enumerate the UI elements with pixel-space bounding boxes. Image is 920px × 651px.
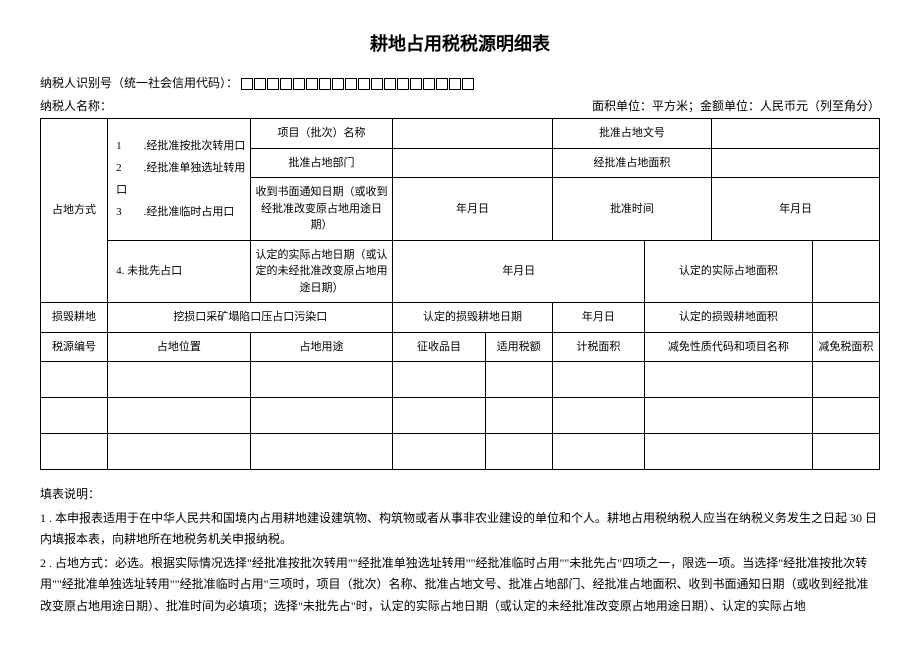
id-box — [462, 78, 474, 90]
approval-doc-label: 批准占地文号 — [552, 119, 711, 149]
id-box — [449, 78, 461, 90]
actual-date-label: 认定的实际占地日期（或认定的未经批准改变原占地用途日期） — [250, 240, 393, 303]
cell — [552, 362, 644, 398]
id-box — [280, 78, 292, 90]
notice-date-value: 年月日 — [393, 178, 552, 241]
damage-area-value — [812, 303, 879, 333]
cell — [485, 398, 552, 434]
id-box — [384, 78, 396, 90]
cell — [393, 398, 485, 434]
taxpayer-id-label: 纳税人识别号（统一社会信用代码）： — [40, 76, 238, 90]
damage-date-value: 年月日 — [552, 303, 644, 333]
id-box — [306, 78, 318, 90]
cell — [645, 434, 813, 470]
option-4: 4. 未批先占口 — [108, 240, 251, 303]
proj-name-value — [393, 119, 552, 149]
id-box — [241, 78, 253, 90]
id-box — [436, 78, 448, 90]
id-box — [254, 78, 266, 90]
cell — [645, 362, 813, 398]
options-123: 1 .经批准按批次转用口 2 .经批准单独选址转用口 3 .经批准临时占用口 — [108, 119, 251, 241]
notes-heading: 填表说明： — [40, 484, 880, 506]
col-rate: 适用税额 — [485, 332, 552, 362]
cell — [393, 362, 485, 398]
table-row — [41, 362, 880, 398]
cell — [41, 398, 108, 434]
col-calc-area: 计税面积 — [552, 332, 644, 362]
cell — [250, 362, 393, 398]
cell — [552, 434, 644, 470]
cell — [250, 398, 393, 434]
id-box — [267, 78, 279, 90]
damage-opts: 挖损口采矿塌陷口压占口污染口 — [108, 303, 393, 333]
table-row — [41, 398, 880, 434]
notice-date-label: 收到书面通知日期（或收到经批准改变原占地用途日期） — [250, 178, 393, 241]
page-title: 耕地占用税税源明细表 — [40, 30, 880, 56]
damage-area-label: 认定的损毁耕地面积 — [645, 303, 813, 333]
cell — [812, 362, 879, 398]
approval-dept-label: 批准占地部门 — [250, 148, 393, 178]
approval-time-label: 批准时间 — [552, 178, 711, 241]
actual-date-value: 年月日 — [393, 240, 645, 303]
id-boxes — [241, 76, 475, 91]
cell — [41, 362, 108, 398]
id-box — [371, 78, 383, 90]
table-row: 损毁耕地 挖损口采矿塌陷口压占口污染口 认定的损毁耕地日期 年月日 认定的损毁耕… — [41, 303, 880, 333]
cell — [41, 434, 108, 470]
proj-name-label: 项目（批次）名称 — [250, 119, 393, 149]
damage-label: 损毁耕地 — [41, 303, 108, 333]
col-usage: 占地用途 — [250, 332, 393, 362]
id-box — [358, 78, 370, 90]
cell — [645, 398, 813, 434]
landmode-label: 占地方式 — [41, 119, 108, 303]
damage-date-label: 认定的损毁耕地日期 — [393, 303, 552, 333]
note-2: 2 . 占地方式：必选。根据实际情况选择"经批准按批次转用""经批准单独选址转用… — [40, 553, 880, 618]
note-1: 1 . 本申报表适用于在中华人民共和国境内占用耕地建设建筑物、构筑物或者从事非农… — [40, 508, 880, 551]
col-levy-item: 征收品目 — [393, 332, 485, 362]
cell — [812, 434, 879, 470]
approved-area-value — [712, 148, 880, 178]
col-src-no: 税源编号 — [41, 332, 108, 362]
cell — [393, 434, 485, 470]
notes-section: 填表说明： 1 . 本申报表适用于在中华人民共和国境内占用耕地建设建筑物、构筑物… — [40, 484, 880, 618]
cell — [108, 398, 251, 434]
cell — [250, 434, 393, 470]
actual-area-value — [812, 240, 879, 303]
cell — [485, 434, 552, 470]
cell — [108, 434, 251, 470]
actual-area-label: 认定的实际占地面积 — [645, 240, 813, 303]
approval-time-value: 年月日 — [712, 178, 880, 241]
id-box — [345, 78, 357, 90]
approval-doc-value — [712, 119, 880, 149]
cell — [485, 362, 552, 398]
id-box — [410, 78, 422, 90]
cell — [108, 362, 251, 398]
unit-note: 面积单位：平方米；金额单位：人民币元（列至角分） — [592, 97, 880, 114]
cell — [552, 398, 644, 434]
header-row-2: 纳税人名称： 面积单位：平方米；金额单位：人民币元（列至角分） — [40, 97, 880, 114]
taxpayer-id-row: 纳税人识别号（统一社会信用代码）： — [40, 74, 880, 91]
id-box — [397, 78, 409, 90]
approval-dept-value — [393, 148, 552, 178]
table-row: 占地方式 1 .经批准按批次转用口 2 .经批准单独选址转用口 3 .经批准临时… — [41, 119, 880, 149]
col-location: 占地位置 — [108, 332, 251, 362]
cell — [812, 398, 879, 434]
id-box — [293, 78, 305, 90]
col-reduce-code: 减免性质代码和项目名称 — [645, 332, 813, 362]
taxpayer-name-label: 纳税人名称： — [40, 97, 112, 114]
col-reduce-area: 减免税面积 — [812, 332, 879, 362]
id-box — [332, 78, 344, 90]
table-row: 4. 未批先占口 认定的实际占地日期（或认定的未经批准改变原占地用途日期） 年月… — [41, 240, 880, 303]
approved-area-label: 经批准占地面积 — [552, 148, 711, 178]
id-box — [423, 78, 435, 90]
table-row — [41, 434, 880, 470]
id-box — [319, 78, 331, 90]
main-table: 占地方式 1 .经批准按批次转用口 2 .经批准单独选址转用口 3 .经批准临时… — [40, 118, 880, 470]
table-row: 税源编号 占地位置 占地用途 征收品目 适用税额 计税面积 减免性质代码和项目名… — [41, 332, 880, 362]
